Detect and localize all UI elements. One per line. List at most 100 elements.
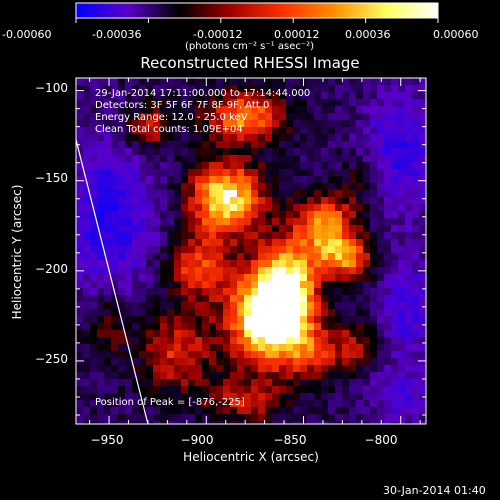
heatmap-cell	[258, 330, 266, 338]
heatmap-cell	[97, 330, 105, 338]
heatmap-cell	[300, 197, 308, 205]
heatmap-cell	[419, 211, 426, 219]
heatmap-cell	[195, 225, 203, 233]
heatmap-cell	[377, 99, 385, 107]
heatmap-cell	[279, 148, 287, 156]
heatmap-cell	[146, 85, 154, 93]
heatmap-cell	[258, 414, 266, 422]
info-time-range: 29-Jan-2014 17:11:00.000 to 17:14:44.000	[95, 88, 311, 99]
heatmap-cell	[412, 421, 420, 424]
heatmap-cell	[167, 323, 175, 331]
heatmap-cell	[83, 407, 91, 415]
heatmap-cell	[328, 246, 336, 254]
heatmap-cell	[139, 204, 147, 212]
heatmap-cell	[188, 323, 196, 331]
heatmap-cell	[167, 421, 175, 424]
heatmap-cell	[202, 211, 210, 219]
heatmap-cell	[251, 316, 259, 324]
heatmap-cell	[405, 197, 413, 205]
generation-timestamp: 30-Jan-2014 01:40	[383, 484, 486, 497]
heatmap-cell	[237, 239, 245, 247]
heatmap-cell	[223, 372, 231, 380]
heatmap-cell	[286, 386, 294, 394]
heatmap-cell	[412, 120, 420, 128]
heatmap-cell	[398, 316, 406, 324]
heatmap-cell	[384, 239, 392, 247]
heatmap-cell	[272, 330, 280, 338]
heatmap-cell	[153, 372, 161, 380]
heatmap-cell	[265, 232, 273, 240]
heatmap-cell	[307, 246, 315, 254]
heatmap-cell	[342, 421, 350, 424]
colorbar-tick-label: -0.00012	[193, 28, 243, 41]
heatmap-cell	[384, 281, 392, 289]
heatmap-cell	[349, 176, 357, 184]
heatmap-cell	[118, 330, 126, 338]
heatmap-cell	[363, 176, 371, 184]
heatmap-cell	[258, 267, 266, 275]
heatmap-cell	[125, 169, 133, 177]
heatmap-cell	[237, 330, 245, 338]
heatmap-cell	[202, 316, 210, 324]
heatmap-cell	[167, 134, 175, 142]
heatmap-cell	[391, 253, 399, 261]
heatmap-cell	[202, 288, 210, 296]
heatmap-cell	[76, 379, 84, 387]
heatmap-cell	[412, 351, 420, 359]
heatmap-cell	[398, 211, 406, 219]
heatmap-cell	[146, 274, 154, 282]
heatmap-cell	[153, 386, 161, 394]
heatmap-cell	[272, 372, 280, 380]
heatmap-cell	[286, 155, 294, 163]
heatmap-cell	[216, 204, 224, 212]
heatmap-cell	[160, 106, 168, 114]
heatmap-cell	[223, 358, 231, 366]
heatmap-cell	[370, 141, 378, 149]
heatmap-cell	[139, 218, 147, 226]
heatmap-cell	[293, 106, 301, 114]
heatmap-cell	[419, 113, 426, 121]
heatmap-cell	[328, 183, 336, 191]
heatmap-cell	[405, 260, 413, 268]
heatmap-cell	[237, 302, 245, 310]
heatmap-cell	[300, 260, 308, 268]
heatmap-cell	[328, 372, 336, 380]
heatmap-cell	[419, 400, 426, 408]
heatmap-cell	[139, 386, 147, 394]
heatmap-cell	[335, 330, 343, 338]
heatmap-cell	[244, 190, 252, 198]
heatmap-cell	[153, 99, 161, 107]
heatmap-cell	[356, 344, 364, 352]
heatmap-cell	[146, 78, 154, 86]
heatmap-cell	[139, 246, 147, 254]
heatmap-cell	[356, 218, 364, 226]
heatmap-cell	[307, 309, 315, 317]
heatmap-cell	[223, 134, 231, 142]
heatmap-cell	[419, 288, 426, 296]
heatmap-cell	[104, 113, 112, 121]
heatmap-cell	[153, 309, 161, 317]
heatmap-cell	[209, 281, 217, 289]
heatmap-cell	[335, 400, 343, 408]
heatmap-cell	[216, 239, 224, 247]
heatmap-cell	[76, 218, 84, 226]
heatmap-cell	[335, 393, 343, 401]
heatmap-cell	[419, 260, 426, 268]
heatmap-cell	[237, 316, 245, 324]
heatmap-cell	[111, 421, 119, 424]
heatmap-cell	[146, 302, 154, 310]
heatmap-cell	[167, 267, 175, 275]
heatmap-cell	[174, 183, 182, 191]
heatmap-cell	[160, 344, 168, 352]
heatmap-cell	[167, 253, 175, 261]
heatmap-cell	[272, 225, 280, 233]
heatmap-cell	[335, 358, 343, 366]
heatmap-cell	[321, 232, 329, 240]
heatmap-cell	[223, 288, 231, 296]
heatmap-cell	[195, 239, 203, 247]
heatmap-cell	[90, 211, 98, 219]
heatmap-cell	[97, 267, 105, 275]
heatmap-cell	[153, 197, 161, 205]
heatmap-cell	[104, 134, 112, 142]
x-tick-label: −950	[90, 433, 124, 447]
